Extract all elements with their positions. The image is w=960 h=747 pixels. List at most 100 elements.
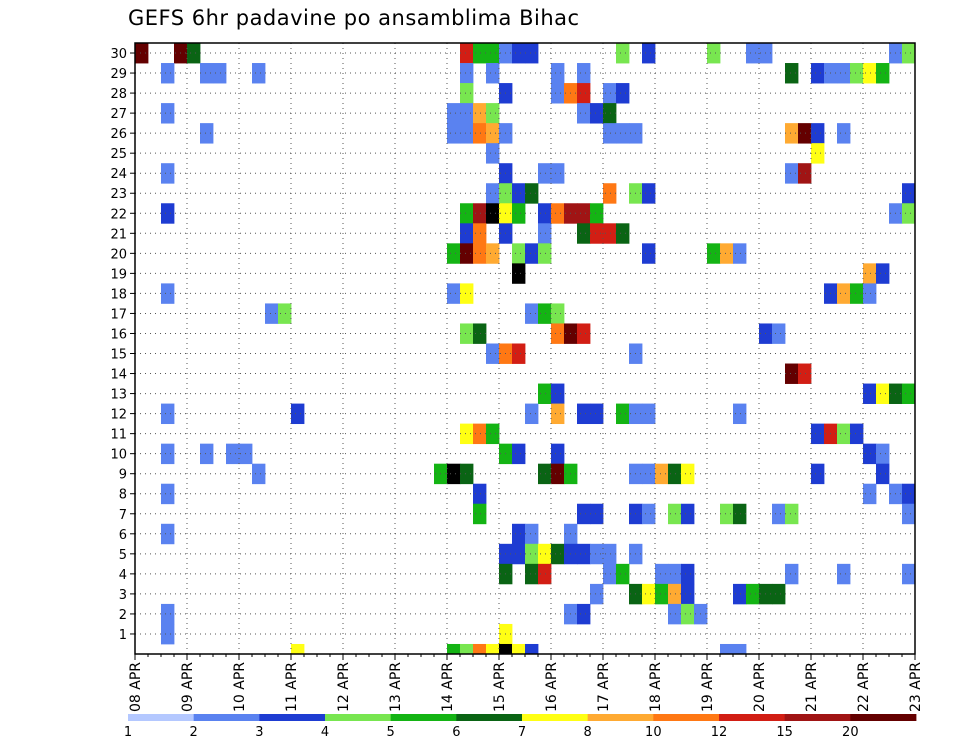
- heat-cell: [577, 203, 591, 224]
- heat-cell: [707, 43, 721, 64]
- heat-cell: [460, 103, 474, 124]
- heat-cell: [512, 243, 526, 264]
- y-tick-label: 2: [119, 608, 127, 623]
- heat-cell: [538, 223, 552, 244]
- heat-cell: [538, 563, 552, 585]
- heat-cell: [811, 123, 825, 144]
- y-tick-label: 29: [110, 67, 127, 82]
- heat-cell: [785, 363, 799, 384]
- heat-cell: [161, 203, 175, 224]
- heat-cell: [733, 643, 747, 655]
- heat-cell: [668, 583, 682, 605]
- heat-cell: [486, 63, 500, 84]
- heat-cell: [850, 423, 864, 445]
- heat-cell: [577, 223, 591, 244]
- heat-cell: [460, 203, 474, 224]
- y-axis: 1234567891011121314151617181920212223242…: [110, 47, 135, 643]
- heat-cell: [837, 423, 851, 445]
- y-tick-label: 27: [110, 107, 127, 122]
- heat-cell: [447, 243, 461, 264]
- heat-cell: [486, 343, 500, 364]
- heat-cell: [187, 43, 201, 64]
- heat-cell: [902, 183, 916, 204]
- heat-cell: [538, 303, 552, 324]
- heat-cell: [512, 543, 526, 565]
- colorbar-label: 2: [190, 725, 198, 740]
- heat-cell: [512, 343, 526, 364]
- heat-cell: [733, 403, 747, 425]
- heat-cell: [161, 483, 175, 505]
- heat-cell: [577, 603, 591, 625]
- heat-cell: [473, 203, 487, 224]
- heat-cell: [226, 443, 240, 465]
- heat-cell: [863, 63, 877, 84]
- heat-cell: [655, 463, 669, 485]
- heat-cell: [200, 443, 214, 465]
- chart-title: GEFS 6hr padavine po ansamblima Bihac: [128, 6, 580, 30]
- heat-cell: [577, 543, 591, 565]
- heat-cell: [161, 603, 175, 625]
- heat-cell: [473, 423, 487, 445]
- x-tick-label: 18 APR: [648, 662, 664, 712]
- colorbar-swatch: [850, 714, 917, 721]
- heat-cell: [603, 543, 617, 565]
- y-tick-label: 15: [110, 348, 127, 363]
- colorbar: 1 2 3 4 5 6 7 8 10 12 15 20: [124, 714, 917, 740]
- heat-cell: [616, 123, 630, 144]
- heat-cell: [486, 423, 500, 445]
- heat-cell: [876, 63, 890, 84]
- heat-cell: [499, 643, 513, 655]
- colorbar-label: 15: [776, 725, 793, 740]
- heat-cell: [785, 563, 799, 585]
- heat-cell: [486, 143, 500, 164]
- y-tick-label: 26: [110, 127, 127, 142]
- heat-cell: [863, 263, 877, 284]
- x-axis: 08 APR 09 APR 10 APR 11 APR 12 APR 13 APR 14 A…: [128, 654, 924, 712]
- heat-cell: [902, 503, 916, 525]
- heat-cell: [785, 123, 799, 144]
- heat-cell: [551, 543, 565, 565]
- heat-cell: [811, 423, 825, 445]
- heat-cell: [642, 503, 656, 525]
- y-tick-label: 19: [110, 267, 127, 282]
- y-tick-label: 24: [110, 167, 127, 182]
- heat-cell: [655, 583, 669, 605]
- x-tick-label: 08 APR: [128, 662, 144, 712]
- heat-cell: [577, 403, 591, 425]
- x-tick-label: 13 APR: [388, 662, 404, 712]
- heat-cell: [577, 63, 591, 84]
- heat-cell: [512, 183, 526, 204]
- y-tick-label: 25: [110, 147, 127, 162]
- heat-cell: [252, 463, 266, 485]
- heat-cell: [460, 243, 474, 264]
- heat-cell: [642, 583, 656, 605]
- heat-cell: [525, 303, 539, 324]
- x-tick-label: 22 APR: [856, 662, 872, 712]
- heat-cell: [525, 643, 539, 655]
- heat-cell: [876, 443, 890, 465]
- heat-cell: [291, 643, 305, 655]
- heat-cell: [486, 643, 500, 655]
- heat-cell: [551, 323, 565, 344]
- heat-cell: [291, 403, 305, 425]
- x-tick-label: 17 APR: [596, 662, 612, 712]
- y-tick-label: 20: [110, 247, 127, 262]
- colorbar-label: 3: [255, 725, 263, 740]
- heat-cell: [902, 203, 916, 224]
- heat-cell: [161, 283, 175, 304]
- heat-cell: [837, 63, 851, 84]
- heat-cell: [590, 103, 604, 124]
- heat-cell: [681, 563, 695, 585]
- heat-cell: [161, 63, 175, 84]
- heat-cell: [538, 243, 552, 264]
- heat-cell: [668, 463, 682, 485]
- y-tick-label: 13: [110, 388, 127, 403]
- heat-cell: [486, 183, 500, 204]
- heat-cell: [720, 243, 734, 264]
- y-tick-label: 18: [110, 287, 127, 302]
- y-tick-label: 1: [119, 628, 127, 643]
- colorbar-swatch: [784, 714, 851, 721]
- heat-cell: [642, 403, 656, 425]
- heat-cell: [733, 583, 747, 605]
- heat-cell: [785, 503, 799, 525]
